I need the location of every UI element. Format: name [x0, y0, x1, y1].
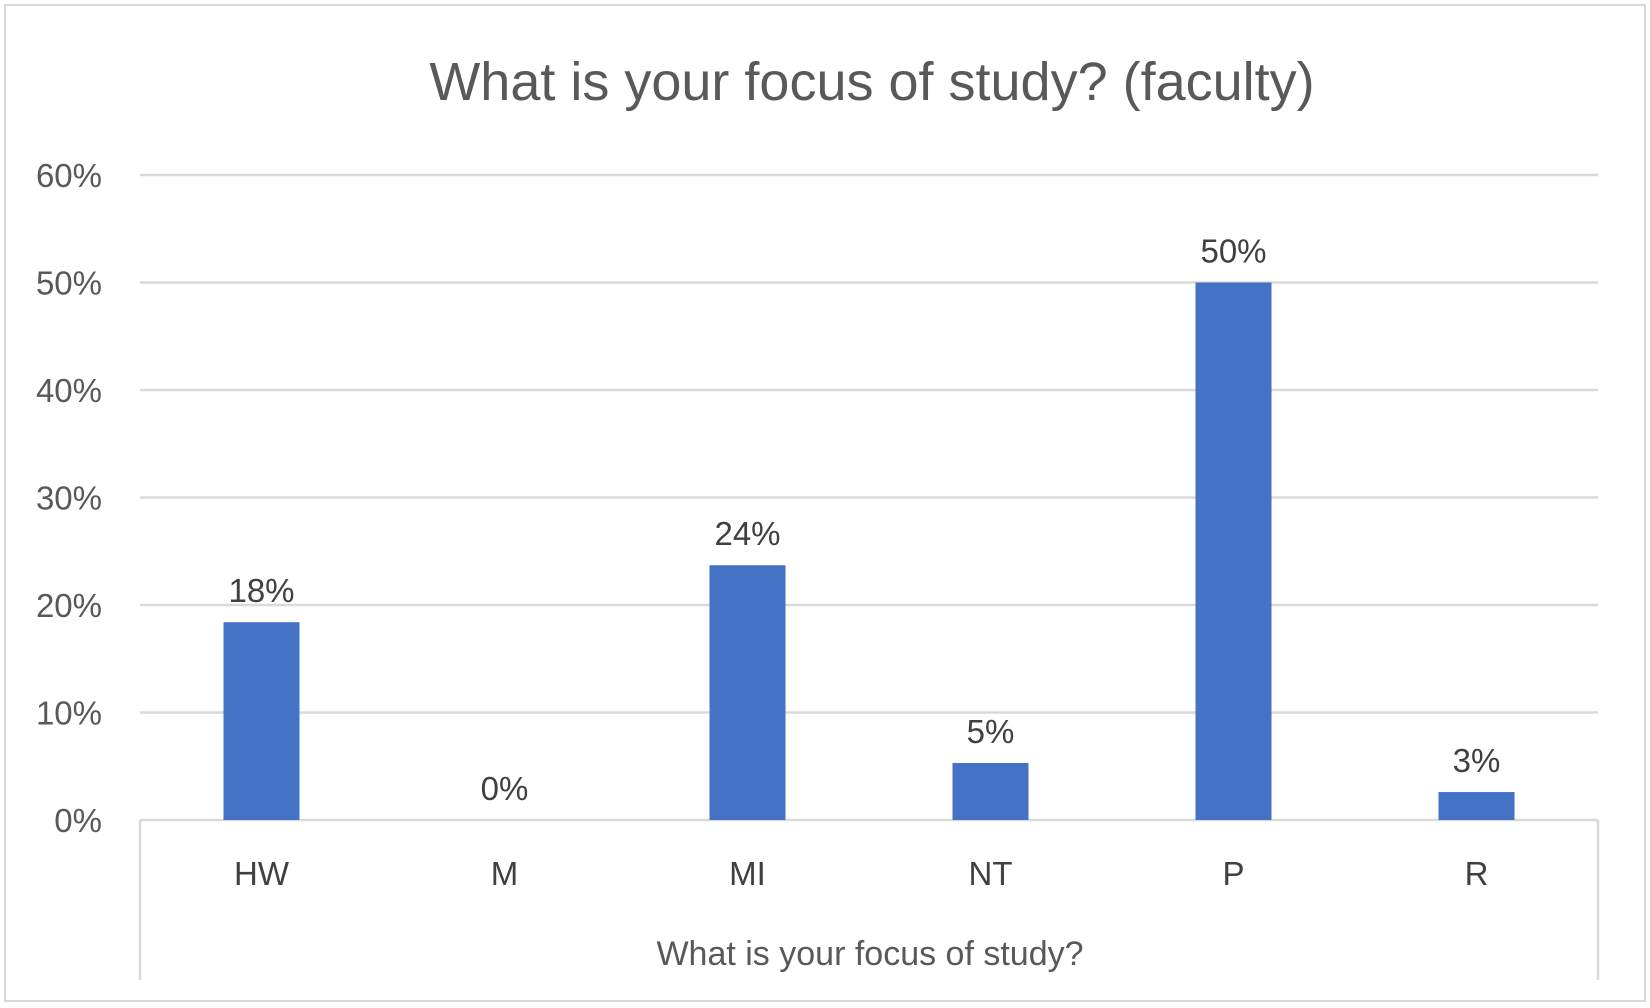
- y-tick-label: 30%: [36, 480, 102, 517]
- category-label-hw: HW: [234, 855, 290, 892]
- category-label-r: R: [1465, 855, 1489, 892]
- y-tick-label: 60%: [36, 157, 102, 194]
- data-label-p: 50%: [1200, 233, 1266, 270]
- y-tick-label: 20%: [36, 587, 102, 624]
- x-axis-title: What is your focus of study?: [656, 935, 1083, 973]
- bar-nt: [952, 763, 1029, 820]
- data-label-m: 0%: [481, 770, 529, 807]
- y-tick-label: 50%: [36, 265, 102, 302]
- data-label-nt: 5%: [967, 713, 1015, 750]
- category-label-mi: MI: [729, 855, 766, 892]
- chart-title: What is your focus of study? (faculty): [429, 52, 1314, 112]
- y-tick-label: 0%: [54, 802, 102, 839]
- bar-r: [1438, 792, 1515, 820]
- y-tick-label: 40%: [36, 372, 102, 409]
- category-label-p: P: [1222, 855, 1244, 892]
- bars: [223, 282, 1515, 820]
- category-label-nt: NT: [969, 855, 1013, 892]
- gridlines: [140, 173, 1598, 822]
- y-tick-label: 10%: [36, 695, 102, 732]
- bar-p: [1195, 282, 1272, 820]
- bar-hw: [223, 622, 300, 820]
- category-label-m: M: [491, 855, 519, 892]
- y-axis-tick-labels: 0% 10% 20% 30% 40% 50% 60%: [36, 157, 102, 839]
- bar-mi: [709, 565, 786, 820]
- data-label-hw: 18%: [228, 572, 294, 609]
- data-label-r: 3%: [1453, 742, 1501, 779]
- category-labels: HW M MI NT P R: [234, 855, 1488, 892]
- category-axis-frame: [138, 820, 1600, 980]
- data-label-mi: 24%: [714, 515, 780, 552]
- chart-frame: [4, 4, 1646, 1002]
- data-labels: 18% 0% 24% 5% 50% 3%: [228, 233, 1500, 808]
